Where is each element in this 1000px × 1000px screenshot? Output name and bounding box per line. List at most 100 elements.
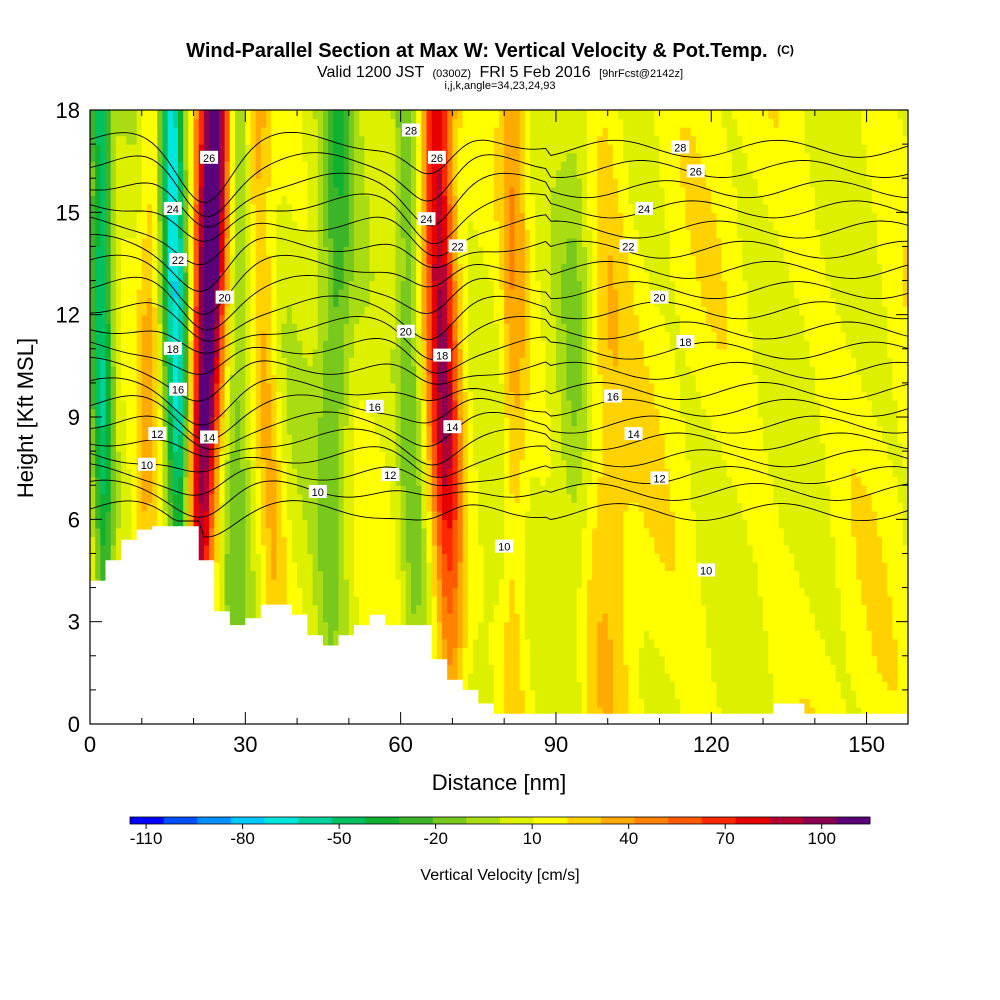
- velocity-cell: [416, 110, 422, 120]
- velocity-cell: [95, 237, 101, 248]
- velocity-cell: [400, 570, 407, 580]
- velocity-cell: [121, 459, 127, 469]
- velocity-cell: [266, 493, 272, 503]
- velocity-cell: [281, 408, 288, 418]
- velocity-cell: [400, 348, 407, 358]
- velocity-cell: [260, 536, 267, 546]
- velocity-cell: [307, 203, 314, 213]
- velocity-cell: [333, 561, 340, 572]
- velocity-cell: [131, 451, 138, 461]
- velocity-cell: [136, 519, 143, 529]
- velocity-cell: [322, 161, 329, 171]
- velocity-cell: [250, 246, 257, 256]
- velocity-cell: [374, 237, 381, 248]
- velocity-cell: [395, 357, 402, 367]
- velocity-cell: [348, 544, 355, 555]
- velocity-cell: [286, 289, 293, 299]
- velocity-cell: [390, 135, 397, 145]
- velocity-cell: [390, 237, 397, 248]
- velocity-cell: [297, 451, 303, 461]
- velocity-cell: [374, 195, 381, 205]
- velocity-cell: [354, 587, 360, 597]
- velocity-cell: [146, 306, 153, 316]
- velocity-cell: [317, 527, 324, 537]
- velocity-cell: [291, 408, 298, 418]
- velocity-cell: [286, 220, 293, 230]
- velocity-cell: [410, 144, 417, 154]
- velocity-cell: [203, 493, 210, 503]
- velocity-cell: [100, 314, 107, 324]
- velocity-cell: [312, 306, 319, 316]
- velocity-cell: [400, 536, 407, 546]
- velocity-cell: [152, 340, 158, 350]
- velocity-cell: [193, 399, 200, 410]
- velocity-cell: [328, 220, 334, 230]
- velocity-cell: [209, 382, 215, 393]
- velocity-cell: [152, 502, 158, 512]
- velocity-cell: [172, 408, 179, 418]
- velocity-cell: [146, 229, 153, 239]
- velocity-cell: [250, 476, 257, 486]
- velocity-cell: [421, 306, 428, 316]
- velocity-cell: [343, 169, 350, 179]
- velocity-cell: [348, 118, 355, 128]
- velocity-cell: [245, 152, 252, 162]
- velocity-cell: [416, 399, 422, 410]
- velocity-cell: [338, 459, 345, 469]
- velocity-cell: [348, 510, 355, 520]
- velocity-cell: [442, 246, 448, 256]
- velocity-cell: [193, 391, 200, 401]
- velocity-cell: [416, 459, 422, 469]
- velocity-cell: [369, 331, 376, 341]
- velocity-cell: [131, 468, 138, 478]
- velocity-cell: [369, 527, 376, 537]
- velocity-cell: [203, 451, 210, 461]
- velocity-cell: [328, 340, 334, 350]
- velocity-cell: [426, 596, 433, 606]
- velocity-cell: [146, 399, 153, 410]
- velocity-cell: [442, 178, 448, 188]
- velocity-cell: [333, 118, 340, 128]
- velocity-cell: [203, 195, 210, 205]
- velocity-cell: [110, 127, 117, 137]
- velocity-cell: [328, 579, 334, 589]
- velocity-cell: [416, 118, 422, 128]
- velocity-cell: [405, 561, 412, 572]
- velocity-cell: [416, 408, 422, 418]
- velocity-cell: [436, 220, 443, 230]
- velocity-cell: [343, 544, 350, 555]
- velocity-cell: [240, 391, 246, 401]
- velocity-cell: [198, 365, 205, 375]
- velocity-cell: [100, 553, 107, 563]
- velocity-cell: [250, 178, 257, 188]
- velocity-cell: [374, 570, 381, 580]
- velocity-cell: [343, 621, 350, 631]
- velocity-cell: [354, 434, 360, 444]
- velocity-cell: [276, 186, 283, 196]
- velocity-cell: [121, 135, 127, 145]
- velocity-cell: [219, 306, 226, 316]
- velocity-cell: [369, 553, 376, 563]
- velocity-cell: [90, 493, 96, 503]
- velocity-cell: [281, 186, 288, 196]
- velocity-cell: [250, 442, 257, 452]
- velocity-cell: [271, 519, 277, 529]
- velocity-cell: [364, 408, 371, 418]
- velocity-cell: [178, 476, 184, 486]
- velocity-cell: [317, 203, 324, 213]
- velocity-cell: [214, 553, 221, 563]
- velocity-cell: [90, 135, 96, 145]
- velocity-cell: [271, 544, 277, 555]
- velocity-cell: [338, 544, 345, 555]
- velocity-cell: [260, 468, 267, 478]
- velocity-cell: [260, 297, 267, 307]
- velocity-cell: [416, 536, 422, 546]
- velocity-cell: [395, 314, 402, 324]
- velocity-cell: [250, 348, 257, 358]
- velocity-cell: [395, 348, 402, 358]
- velocity-cell: [297, 442, 303, 452]
- velocity-cell: [276, 212, 283, 222]
- velocity-cell: [291, 391, 298, 401]
- velocity-cell: [234, 195, 241, 205]
